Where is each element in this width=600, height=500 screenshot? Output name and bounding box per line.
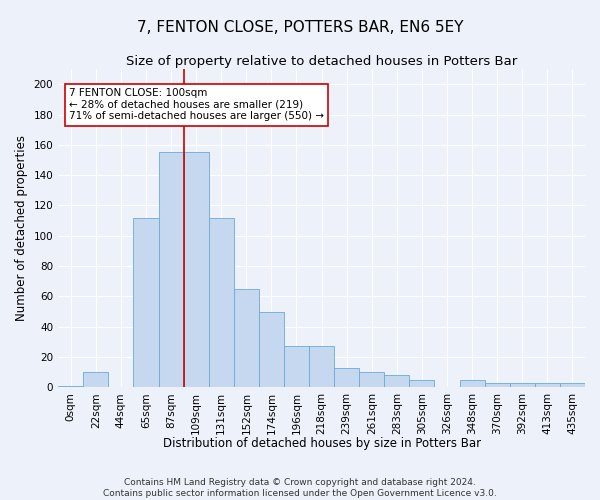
Bar [83,372,109,387]
X-axis label: Distribution of detached houses by size in Potters Bar: Distribution of detached houses by size … [163,437,481,450]
Bar [133,218,158,387]
Bar [259,312,284,387]
Bar [58,386,83,387]
Bar [284,346,309,387]
Bar [560,382,585,387]
Bar [385,375,409,387]
Bar [234,289,259,387]
Y-axis label: Number of detached properties: Number of detached properties [15,135,28,321]
Text: 7 FENTON CLOSE: 100sqm
← 28% of detached houses are smaller (219)
71% of semi-de: 7 FENTON CLOSE: 100sqm ← 28% of detached… [69,88,324,122]
Bar [359,372,385,387]
Bar [409,380,434,387]
Bar [334,368,359,387]
Bar [309,346,334,387]
Text: Contains HM Land Registry data © Crown copyright and database right 2024.
Contai: Contains HM Land Registry data © Crown c… [103,478,497,498]
Bar [460,380,485,387]
Bar [209,218,234,387]
Bar [510,382,535,387]
Title: Size of property relative to detached houses in Potters Bar: Size of property relative to detached ho… [126,55,517,68]
Bar [485,382,510,387]
Bar [535,382,560,387]
Bar [184,152,209,387]
Text: 7, FENTON CLOSE, POTTERS BAR, EN6 5EY: 7, FENTON CLOSE, POTTERS BAR, EN6 5EY [137,20,463,35]
Bar [158,152,184,387]
